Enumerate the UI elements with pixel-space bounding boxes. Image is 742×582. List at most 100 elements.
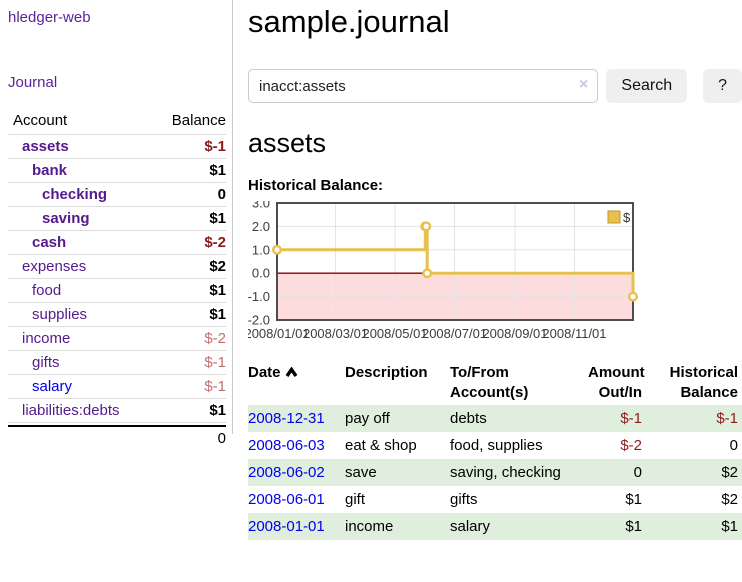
transaction-description: gift bbox=[345, 491, 366, 508]
transactions-header-row: Date Description To/From Account(s) Amou… bbox=[248, 361, 742, 405]
search-input[interactable] bbox=[248, 69, 599, 103]
sidebar-account-salary[interactable]: salary bbox=[32, 378, 73, 395]
sidebar-item-journal[interactable]: Journal bbox=[8, 74, 58, 91]
transaction-amount: $-2 bbox=[620, 437, 642, 454]
transaction-balance: $-1 bbox=[716, 410, 738, 427]
col-header-date[interactable]: Date bbox=[248, 361, 345, 405]
account-row: expenses $2 bbox=[8, 254, 226, 279]
account-balance: $-1 bbox=[150, 134, 226, 159]
accounts-body: assets $-1 bank $1 checking 0 saving $1 cash $-2 e… bbox=[8, 134, 226, 423]
app-title-link[interactable]: hledger-web bbox=[8, 9, 91, 26]
account-row: assets $-1 bbox=[8, 134, 226, 159]
transaction-accounts: debts bbox=[450, 410, 487, 427]
account-row: gifts $-1 bbox=[8, 350, 226, 375]
transactions-table: Date Description To/From Account(s) Amou… bbox=[248, 361, 742, 540]
account-balance: $1 bbox=[150, 206, 226, 231]
sidebar-account-saving[interactable]: saving bbox=[42, 210, 90, 227]
account-heading: assets bbox=[248, 128, 327, 158]
account-balance: $-1 bbox=[150, 374, 226, 399]
transaction-date: 2008-06-03 bbox=[248, 432, 345, 459]
sidebar-account-checking[interactable]: checking bbox=[42, 186, 108, 203]
transaction-description: save bbox=[345, 464, 377, 481]
chart-legend: $ bbox=[607, 210, 631, 225]
account-row: checking 0 bbox=[8, 182, 226, 207]
chart-svg: $3.0 2.0 1.0 0.0 -1.0 -2.02008/01/012008/03/0… bbox=[244, 196, 639, 341]
sidebar-account-assets[interactable]: assets bbox=[22, 138, 69, 155]
transaction-row[interactable]: 2008-06-03 eat & shop food, supplies $-2 0 bbox=[248, 432, 742, 459]
search-button[interactable]: Search bbox=[606, 69, 688, 103]
clear-search-icon[interactable]: × bbox=[579, 76, 589, 93]
transaction-date-link[interactable]: 2008-12-31 bbox=[248, 410, 325, 427]
transaction-balance: 0 bbox=[729, 437, 738, 454]
sidebar-account-food[interactable]: food bbox=[32, 282, 62, 299]
data-point-marker bbox=[422, 268, 433, 279]
accounts-header-row: Account Balance bbox=[8, 110, 226, 135]
account-row: supplies $1 bbox=[8, 302, 226, 327]
transaction-row[interactable]: 2008-12-31 pay off debts $-1 $-1 bbox=[248, 405, 742, 432]
x-tick-label: 2008/03/01 bbox=[303, 326, 368, 341]
transaction-balance: $2 bbox=[721, 491, 738, 508]
account-balance: 0 bbox=[150, 182, 226, 207]
sidebar-account-liabilities-debts[interactable]: liabilities:debts bbox=[22, 402, 120, 419]
transaction-accounts: food, supplies bbox=[450, 437, 543, 454]
transaction-description: income bbox=[345, 518, 394, 535]
chart-title: Historical Balance: bbox=[248, 177, 384, 194]
col-header-amount: Amount Out/In bbox=[588, 364, 645, 401]
transaction-description: pay off bbox=[345, 410, 390, 427]
transaction-date: 2008-12-31 bbox=[248, 405, 345, 432]
transaction-amount: $-1 bbox=[620, 410, 642, 427]
data-point-marker bbox=[421, 221, 432, 232]
sidebar-account-income[interactable]: income bbox=[22, 330, 71, 347]
y-tick-label: -2.0 bbox=[248, 313, 270, 328]
data-point-marker bbox=[272, 244, 283, 255]
sidebar-account-gifts[interactable]: gifts bbox=[32, 354, 60, 371]
transaction-date: 2008-06-02 bbox=[248, 459, 345, 486]
x-tick-label: 2008/05/01 bbox=[362, 326, 427, 341]
account-balance: $1 bbox=[150, 302, 226, 327]
accounts-total-row: 0 bbox=[8, 422, 226, 451]
main-content: sample.journal × Search ? assets Histori… bbox=[244, 0, 742, 540]
svg-text:$: $ bbox=[623, 210, 631, 225]
account-row: bank $1 bbox=[8, 158, 226, 183]
transaction-date-link[interactable]: 2008-06-01 bbox=[248, 491, 325, 508]
account-balance: $-2 bbox=[150, 326, 226, 351]
transaction-date-link[interactable]: 2008-06-03 bbox=[248, 437, 325, 454]
transaction-row[interactable]: 2008-06-02 save saving, checking 0 $2 bbox=[248, 459, 742, 486]
sidebar-account-expenses[interactable]: expenses bbox=[22, 258, 87, 275]
transaction-date-link[interactable]: 2008-06-02 bbox=[248, 464, 325, 481]
y-tick-label: 0.0 bbox=[252, 266, 270, 281]
x-tick-label: 2008/01/01 bbox=[248, 326, 310, 341]
transaction-balance: $1 bbox=[721, 518, 738, 535]
transactions-body: 2008-12-31 pay off debts $-1 $-1 2008-06-03 ea… bbox=[248, 405, 742, 540]
x-tick-label: 2008/07/01 bbox=[422, 326, 487, 341]
transaction-date-link[interactable]: 2008-01-01 bbox=[248, 518, 325, 535]
sidebar-account-bank[interactable]: bank bbox=[32, 162, 68, 179]
y-tick-label: 2.0 bbox=[252, 219, 270, 234]
col-header-date-label: Date bbox=[248, 364, 281, 381]
transaction-date: 2008-06-01 bbox=[248, 486, 345, 513]
account-balance: $-1 bbox=[150, 350, 226, 375]
transaction-row[interactable]: 2008-01-01 income salary $1 $1 bbox=[248, 513, 742, 540]
transaction-row[interactable]: 2008-06-01 gift gifts $1 $2 bbox=[248, 486, 742, 513]
accounts-table: Account Balance assets $-1 bank $1 checking 0… bbox=[8, 110, 226, 451]
transaction-amount: 0 bbox=[633, 464, 642, 481]
y-tick-label: 1.0 bbox=[252, 242, 270, 257]
account-row: salary $-1 bbox=[8, 374, 226, 399]
account-row: cash $-2 bbox=[8, 230, 226, 255]
account-row: income $-2 bbox=[8, 326, 226, 351]
transaction-accounts: gifts bbox=[450, 491, 478, 508]
help-button[interactable]: ? bbox=[703, 69, 742, 103]
transaction-amount: $1 bbox=[625, 491, 642, 508]
transaction-accounts: salary bbox=[450, 518, 491, 535]
search-form: × Search ? bbox=[248, 69, 742, 103]
data-point-marker bbox=[628, 291, 639, 302]
transaction-amount: $1 bbox=[625, 518, 642, 535]
accounts-header-account: Account bbox=[13, 112, 68, 129]
plot-border bbox=[276, 202, 634, 321]
sidebar-account-supplies[interactable]: supplies bbox=[32, 306, 88, 323]
transaction-accounts: saving, checking bbox=[450, 464, 561, 481]
sidebar-account-cash[interactable]: cash bbox=[32, 234, 67, 251]
transaction-description: eat & shop bbox=[345, 437, 417, 454]
account-balance: $2 bbox=[150, 254, 226, 279]
account-balance: $1 bbox=[150, 158, 226, 183]
